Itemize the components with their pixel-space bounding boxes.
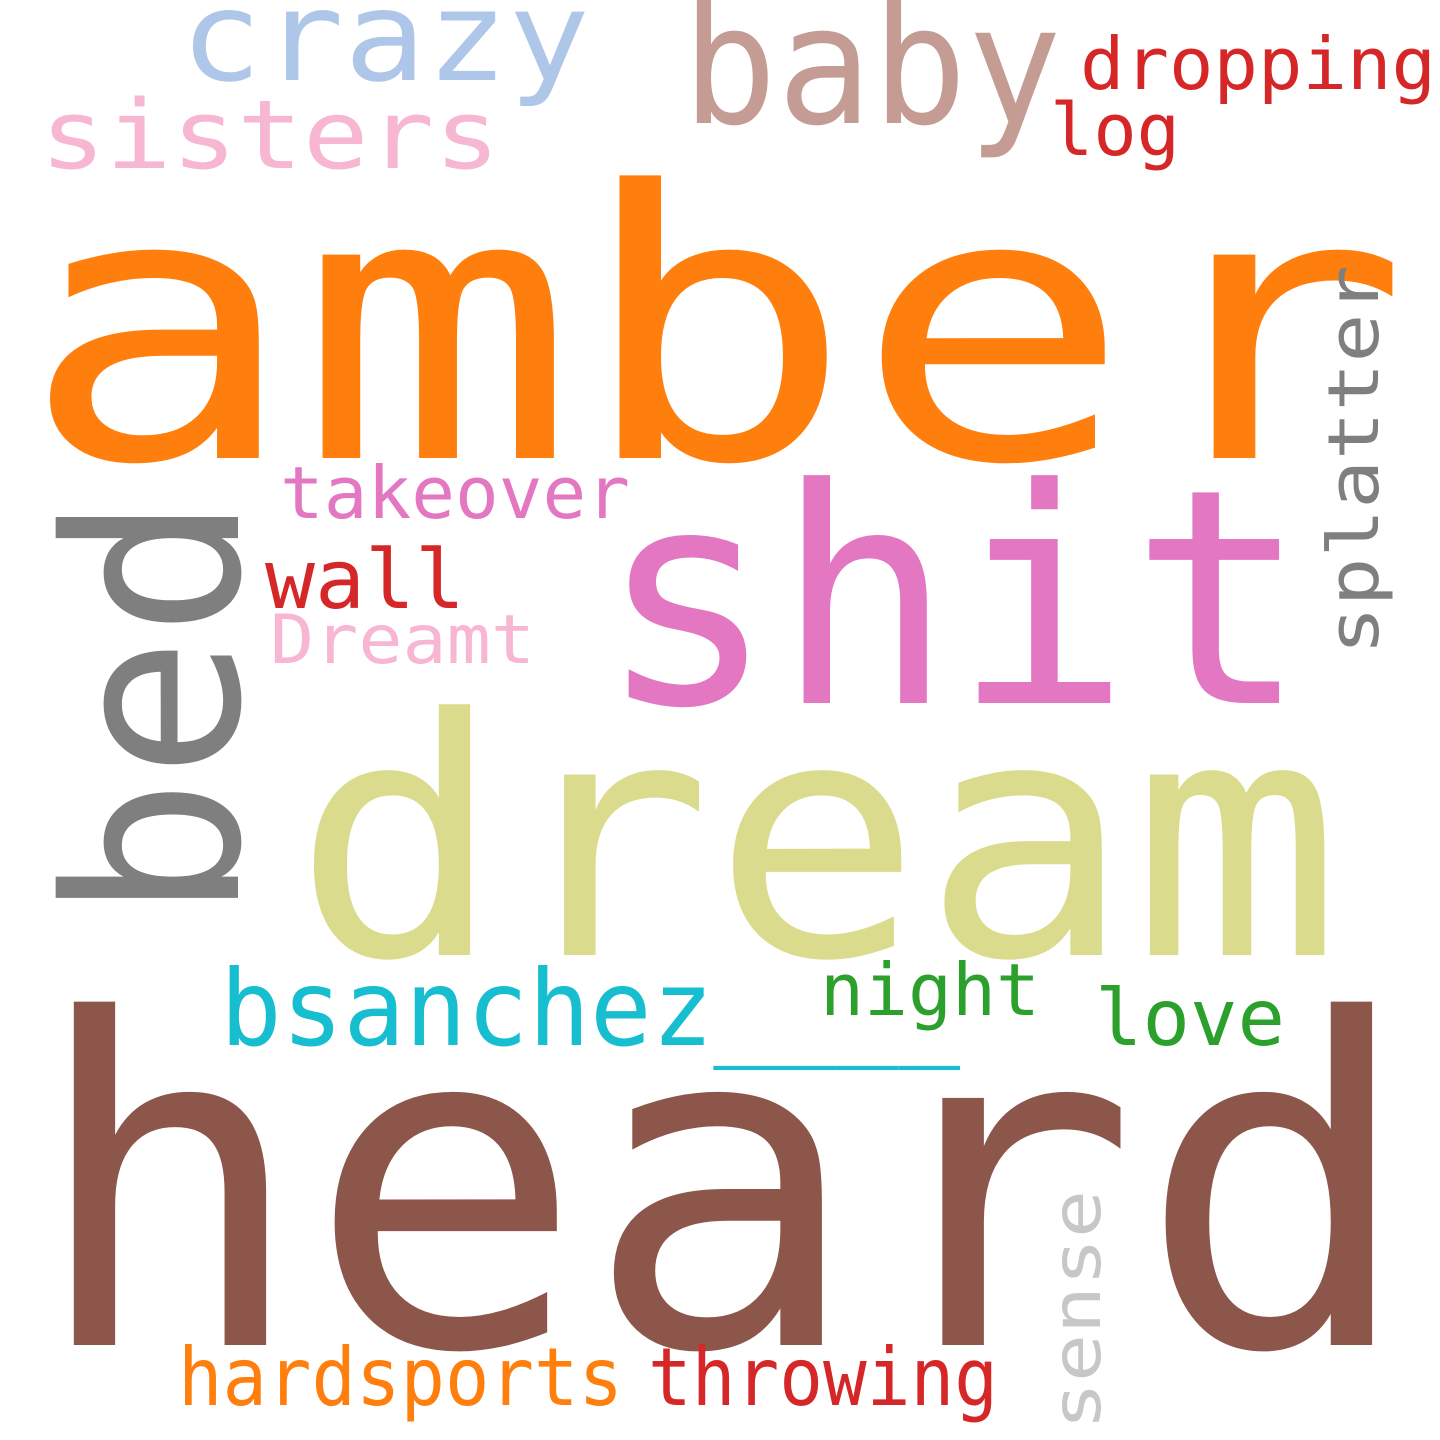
- word-bsanchez: bsanchez____: [220, 948, 961, 1070]
- word-heard: heard: [30, 925, 1415, 1440]
- word-baby: baby: [682, 0, 1062, 162]
- word-dreamt: Dreamt: [270, 601, 535, 680]
- word-throwing: throwing: [648, 1331, 998, 1424]
- word-dropping: dropping: [1080, 22, 1436, 106]
- word-log: log: [1050, 88, 1180, 172]
- word-dream: dream: [293, 649, 1341, 1033]
- word-hardsports: hardsports: [178, 1331, 623, 1424]
- word-love: love: [1095, 974, 1285, 1064]
- word-amber: amber: [20, 113, 1410, 546]
- word-sisters: sisters: [40, 81, 500, 191]
- word-takeover: takeover: [280, 451, 630, 535]
- word-splatter: splatter: [1313, 265, 1395, 655]
- word-crazy: crazy: [180, 0, 590, 110]
- word-night: night: [820, 948, 1040, 1032]
- word-shit: shit: [598, 425, 1308, 774]
- word-sense: sense: [1038, 1190, 1117, 1430]
- word-wall: wall: [265, 533, 465, 628]
- word-bed: bed: [15, 495, 295, 920]
